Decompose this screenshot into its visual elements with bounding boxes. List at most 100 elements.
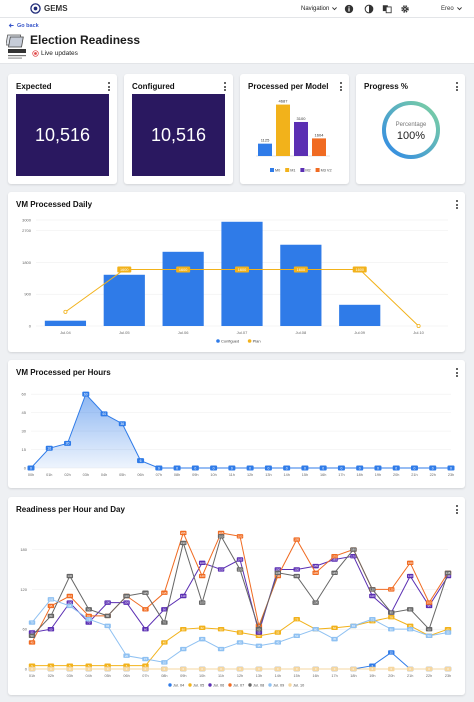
series-jul-05-point	[274, 630, 282, 635]
series-jul-06-point	[161, 607, 168, 612]
navigation-menu[interactable]: Navigation	[301, 5, 338, 12]
more-options-icon[interactable]	[455, 505, 459, 515]
series-jul-06-value-label: 150	[275, 568, 280, 572]
series-jul-08-point	[85, 607, 92, 612]
series-jul-10-value-label: 0	[372, 667, 374, 671]
live-icon	[32, 50, 39, 57]
series-jul-09-value-label: 35	[257, 644, 261, 648]
series-jul-08-value-label: 100	[313, 601, 318, 605]
series-jul-10-point	[104, 666, 111, 672]
series-jul-06-value-label: 170	[351, 554, 356, 558]
series-jul-07-point	[66, 593, 74, 599]
series-jul-05-value-label: 62	[201, 626, 205, 630]
series-jul-10-point	[388, 666, 395, 672]
series-jul-10-point	[350, 666, 357, 672]
hours-point-label-bg	[374, 465, 382, 471]
bar-m0	[258, 143, 272, 156]
bar-value-label: 3100	[297, 116, 307, 121]
x-tick-label: 02h	[64, 473, 70, 477]
series-jul-04-value-label: 5	[372, 664, 374, 668]
more-options-icon[interactable]	[455, 368, 459, 378]
series-jul-08-point	[444, 570, 452, 575]
series-jul-10-point	[444, 666, 452, 672]
series-jul-06-point	[350, 553, 357, 559]
series-jul-09-value-label: 30	[220, 647, 224, 651]
plan-label-bg	[352, 266, 367, 273]
more-options-icon[interactable]	[455, 200, 459, 210]
hours-point-label-bg	[356, 465, 364, 471]
series-jul-09-value-label: 75	[371, 617, 375, 621]
bar-jul04	[44, 320, 87, 326]
contrast-icon[interactable]	[364, 4, 374, 14]
hours-point-label-bg	[137, 458, 145, 464]
series-jul-07-point	[180, 530, 187, 536]
series-jul-09-value-label: 15	[144, 657, 148, 661]
series-jul-09-point	[66, 603, 74, 609]
more-options-icon[interactable]	[339, 82, 343, 92]
configured-value: 10,516	[132, 94, 225, 176]
user-menu[interactable]: Ereo	[441, 5, 463, 12]
series-jul-09-value-label: 60	[314, 627, 318, 631]
vm-processed-per-hours-card: VM Processed per Hours 60 45 30 15 0 0 00h 16 01…	[8, 360, 465, 488]
language-icon[interactable]	[382, 4, 392, 14]
series-jul-06-value-label: 55	[30, 631, 34, 635]
progress-value: 100%	[397, 130, 425, 142]
series-jul-10-point	[369, 666, 376, 672]
y-tick-label: 180	[20, 547, 27, 552]
series-jul-07-value-label: 40	[30, 641, 34, 645]
series-jul-09-point	[236, 640, 244, 645]
go-back-link[interactable]: Go back	[8, 22, 39, 29]
legend-label: Jul. 05	[193, 683, 204, 687]
user-name: Ereo	[441, 5, 454, 12]
series-jul-10-point	[47, 666, 55, 672]
more-options-icon[interactable]	[455, 82, 459, 92]
series-jul-09-value-label: 65	[352, 624, 356, 628]
processed-per-model-title: Processed per Model	[248, 82, 329, 91]
series-jul-07-value-label: 90	[144, 607, 148, 611]
series-jul-05-point	[217, 626, 225, 632]
series-jul-09-value-label: 10	[163, 660, 167, 664]
brand[interactable]: GEMS	[30, 3, 68, 14]
processed-per-model-card: Processed per Model 1125 4687 3100 1604 M0 M1…	[240, 74, 349, 184]
navigation-label: Navigation	[301, 5, 330, 12]
series-jul-09-point	[104, 623, 111, 629]
hours-point-label-bg	[27, 465, 35, 471]
plan-value-label: 1600	[238, 268, 246, 272]
legend-label: M0	[275, 169, 280, 173]
series-jul-05-point	[293, 617, 300, 622]
series-jul-09-point	[123, 653, 130, 658]
x-tick-label: 13h	[256, 674, 262, 678]
series-jul-05-point	[47, 663, 55, 668]
series-jul-05-value-label: 55	[238, 631, 242, 635]
expected-title: Expected	[16, 82, 52, 91]
series-jul-09-point	[331, 636, 338, 642]
series-jul-07-value-label: 100	[427, 601, 432, 605]
legend-label: Jul. 04	[173, 683, 184, 687]
series-jul-07-point	[217, 530, 225, 536]
series-jul-06-point	[47, 626, 55, 632]
hours-value-label: 0	[176, 466, 178, 470]
info-icon[interactable]	[344, 4, 354, 14]
series-jul-10-value-label: 0	[69, 667, 71, 671]
x-tick-label: 19h	[375, 473, 381, 477]
more-options-icon[interactable]	[107, 82, 111, 92]
series-jul-09-value-label: 55	[446, 631, 450, 635]
hours-value-label: 0	[395, 466, 397, 470]
series-jul-09-point	[425, 633, 433, 639]
series-jul-08-point	[161, 620, 168, 625]
bar-m2	[294, 121, 308, 156]
series-jul-04-value-label: 25	[390, 651, 394, 655]
more-options-icon[interactable]	[223, 82, 227, 92]
series-jul-10-point	[66, 666, 74, 672]
series-jul-07-point	[142, 607, 149, 612]
legend-swatch	[208, 683, 212, 687]
series-jul-05-value-label: 5	[69, 664, 71, 668]
gear-icon[interactable]	[400, 4, 410, 14]
series-jul-09-value-label: 60	[409, 627, 413, 631]
hours-point-label-bg	[319, 465, 327, 471]
plan-label-bg	[117, 266, 132, 273]
series-jul-06-point	[425, 603, 433, 609]
series-jul-07-value-label: 170	[332, 554, 337, 558]
bar-jul09	[339, 304, 381, 326]
